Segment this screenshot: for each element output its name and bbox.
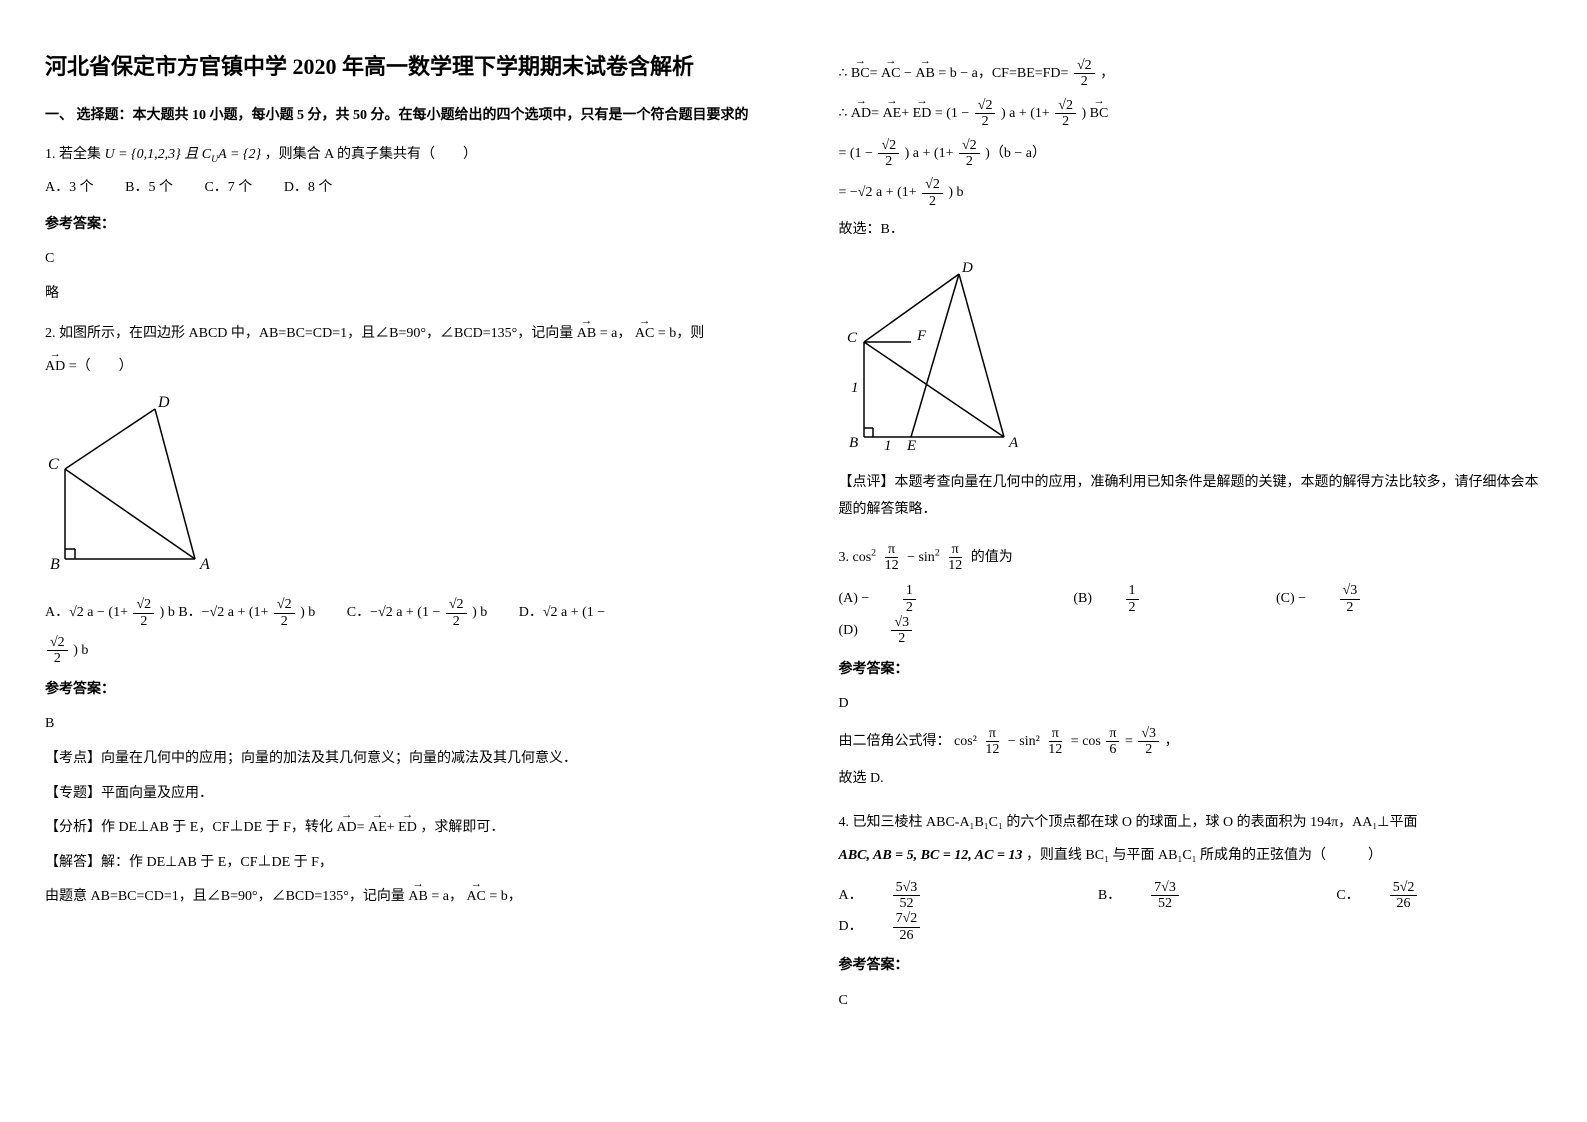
q3-answer-label: 参考答案： — [839, 657, 1543, 684]
svg-text:F: F — [916, 328, 927, 344]
svg-text:D: D — [157, 394, 170, 411]
q3-stem: 3. cos2 π12 − sin2 π12 的值为 — [839, 542, 1543, 574]
q2-jd2: 由题意 AB=BC=CD=1，且∠B=90°，∠BCD=135°，记向量 AB … — [45, 884, 749, 911]
geom-svg-2: A B C D E F 1 1 — [839, 252, 1029, 452]
q4-opt-c: C．5√226 — [1336, 888, 1473, 903]
q2-options-line1: A．√2 a − (1+ √22 ) b B．−√2 a + (1+ √22 )… — [45, 597, 749, 629]
q3-options: (A) − 12 (B) 12 (C) − √32 (D) √32 — [839, 583, 1543, 647]
q4-opt-b: B．7√352 — [1098, 888, 1235, 903]
dianping: 【点评】本题考查向量在几何中的应用，准确利用已知条件是解题的关键，本题的解得方法… — [839, 470, 1543, 523]
svg-text:B: B — [50, 556, 60, 573]
q4-opt-d: D．7√226 — [839, 919, 977, 934]
svg-text:C: C — [48, 456, 59, 473]
q3-opt-d: (D) √32 — [839, 623, 969, 638]
q2-figure-2: A B C D E F 1 1 — [839, 252, 1543, 463]
q3-opt-b: (B) 12 — [1073, 591, 1194, 606]
svg-text:B: B — [849, 435, 858, 451]
q1-opt-d: D．8 个 — [284, 180, 333, 195]
guxuan-b: 故选：B． — [839, 217, 1543, 244]
svg-text:A: A — [199, 556, 210, 573]
q1-stem: 1. 若全集 U = {0,1,2,3} 且 CUA = {2} ，则集合 A … — [45, 142, 749, 169]
q2-options-line2: √22 ) b — [45, 635, 749, 667]
q1-options: A．3 个 B．5 个 C．7 个 D．8 个 — [45, 175, 749, 202]
deriv-line1: ∴ BC= AC − AB = b − a，CF=BE=FD= √22 ， — [839, 58, 1543, 90]
q4-options: A．5√352 B．7√352 C．5√226 D．7√226 — [839, 880, 1543, 944]
q1-opt-b: B．5 个 — [125, 180, 173, 195]
svg-text:D: D — [961, 260, 973, 276]
q3-opt-c: (C) − √32 — [1276, 591, 1416, 606]
q3-guxuan: 故选 D. — [839, 766, 1543, 793]
q4-answer: C — [839, 988, 1543, 1015]
section-heading: 一、 选择题：本大题共 10 小题，每小题 5 分，共 50 分。在每小题给出的… — [45, 103, 749, 130]
q1-short: 略 — [45, 281, 749, 308]
frac-sqrt2-2-c: √22 — [446, 597, 467, 629]
q2-stem-l1: 2. 如图所示，在四边形 ABCD 中，AB=BC=CD=1，且∠B=90°，∠… — [45, 321, 749, 348]
svg-text:A: A — [1008, 435, 1019, 451]
right-column: ∴ BC= AC − AB = b − a，CF=BE=FD= √22 ， ∴ … — [794, 50, 1587, 1092]
svg-text:E: E — [906, 438, 916, 452]
geom-svg-1: A B C D — [45, 389, 215, 579]
deriv-line4: = −√2 a + (1+ √22 ) b — [839, 177, 1543, 209]
q2-answer-label: 参考答案： — [45, 677, 749, 704]
q1-opt-c: C．7 个 — [204, 180, 252, 195]
q4-opt-a: A．5√352 — [839, 888, 977, 903]
q2-kp: 【考点】向量在几何中的应用；向量的加法及其几何意义；向量的减法及其几何意义． — [45, 746, 749, 773]
frac-sqrt2-2-a: √22 — [133, 597, 154, 629]
q3-answer: D — [839, 691, 1543, 718]
q2-answer: B — [45, 711, 749, 738]
left-column: 河北省保定市方官镇中学 2020 年高一数学理下学期期末试卷含解析 一、 选择题… — [0, 50, 794, 1092]
q1-opt-a: A．3 个 — [45, 180, 94, 195]
deriv-line3: = (1 − √22 ) a + (1+ √22 )（b − a） — [839, 138, 1543, 170]
q1-answer: C — [45, 246, 749, 273]
q2-fx: 【分析】作 DE⊥AB 于 E，CF⊥DE 于 F，转化 AD= AE+ ED … — [45, 815, 749, 842]
svg-text:C: C — [847, 330, 858, 346]
q2-zt: 【专题】平面向量及应用． — [45, 781, 749, 808]
q1-stem-before: 1. 若全集 — [45, 147, 105, 162]
q1-set: U = {0,1,2,3} 且 CUA = {2} — [105, 147, 265, 162]
q4-line2: ABC, AB = 5, BC = 12, AC = 13 ，则直线 BC₁ 与… — [839, 843, 1543, 870]
svg-text:1: 1 — [851, 380, 859, 396]
q3-expl: 由二倍角公式得： cos² π12 − sin² π12 = cos π6 = … — [839, 726, 1543, 758]
q2-jd1: 【解答】解：作 DE⊥AB 于 E，CF⊥DE 于 F， — [45, 850, 749, 877]
vec-ab: AB — [577, 321, 596, 348]
vec-ad: AD — [45, 354, 65, 381]
q4-line1: 4. 已知三棱柱 ABC-A₁B₁C₁ 的六个顶点都在球 O 的球面上，球 O … — [839, 810, 1543, 837]
q3-opt-a: (A) − 12 — [839, 591, 972, 606]
q2-stem-l2: AD =（ ） — [45, 354, 749, 381]
vec-ac: AC — [635, 321, 654, 348]
frac-sqrt2-2-d: √22 — [47, 635, 68, 667]
deriv-line2: ∴ AD= AE+ ED = (1 − √22 ) a + (1+ √22 ) … — [839, 98, 1543, 130]
page-title: 河北省保定市方官镇中学 2020 年高一数学理下学期期末试卷含解析 — [45, 50, 749, 83]
q4-answer-label: 参考答案： — [839, 953, 1543, 980]
svg-text:1: 1 — [884, 438, 892, 452]
frac-sqrt2-2-b: √22 — [274, 597, 295, 629]
q1-answer-label: 参考答案： — [45, 212, 749, 239]
q1-stem-after: ，则集合 A 的真子集共有（ ） — [265, 147, 477, 162]
q2-figure: A B C D — [45, 389, 749, 590]
